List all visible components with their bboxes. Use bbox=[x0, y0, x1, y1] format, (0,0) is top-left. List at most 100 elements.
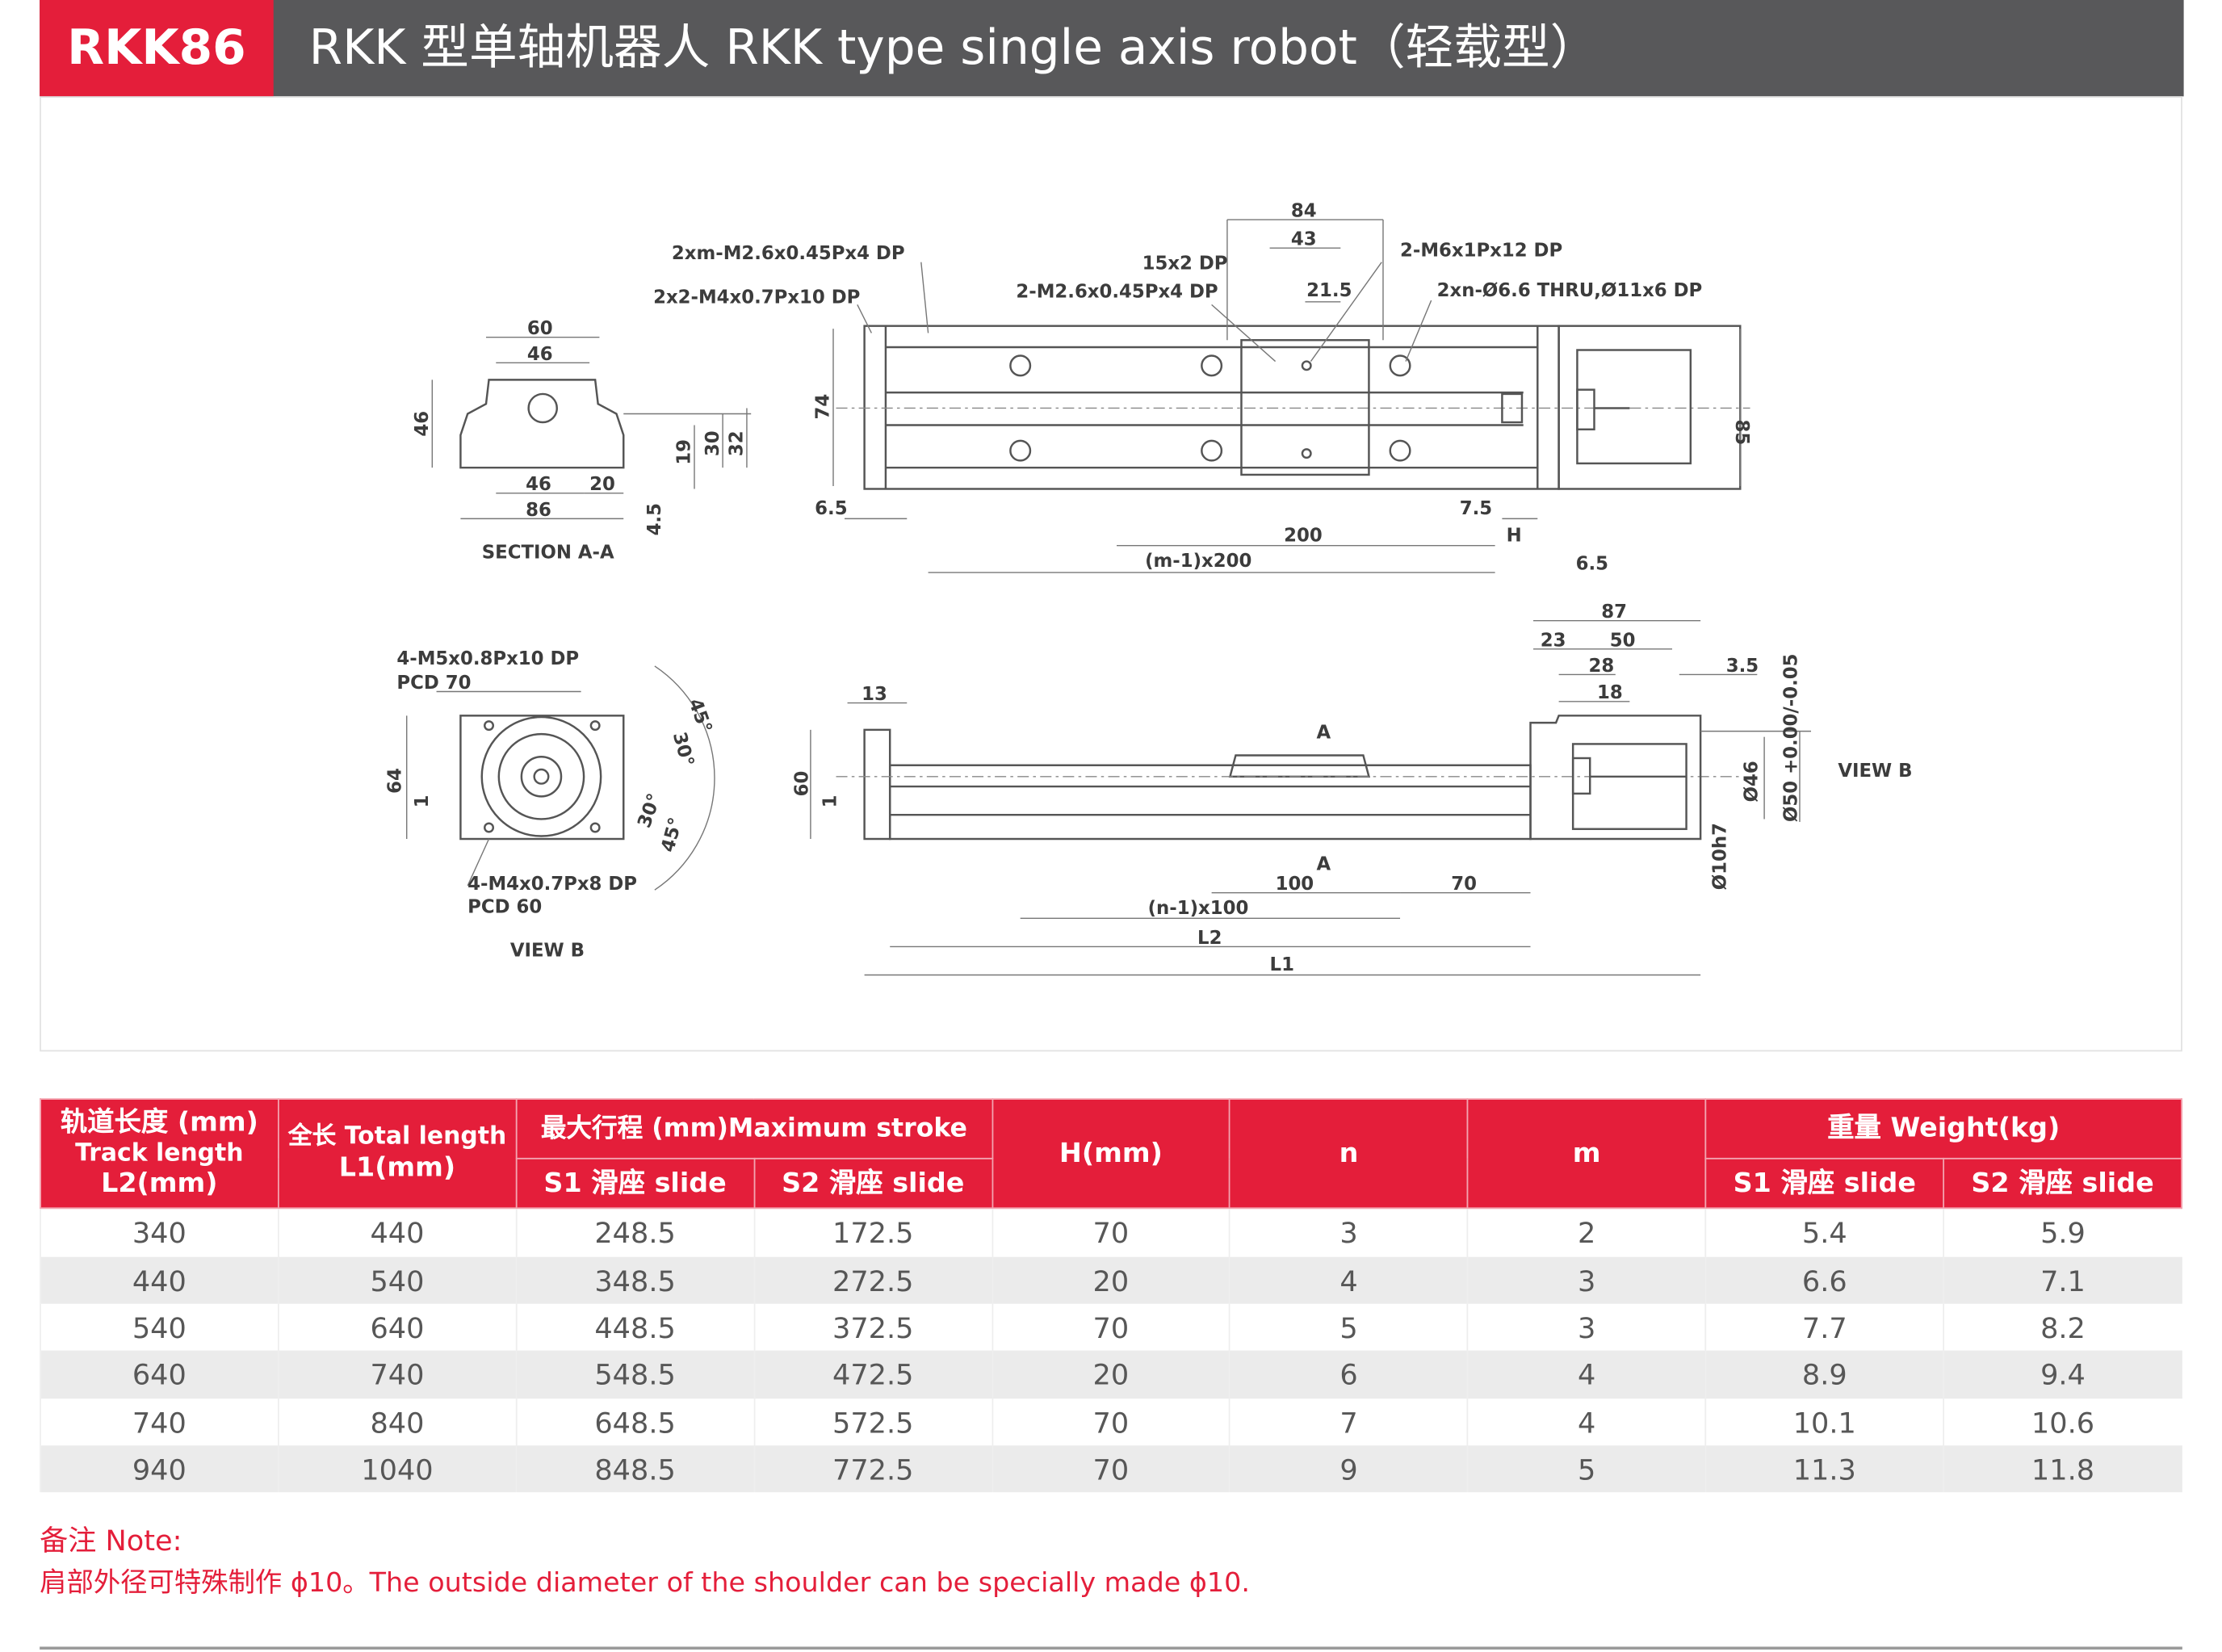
dimension-label: 3.5 bbox=[1726, 656, 1759, 677]
dimension-label: Ø50 +0.00/-0.05 bbox=[1780, 654, 1801, 822]
table-cell: 6 bbox=[1229, 1350, 1468, 1399]
callout-label: PCD 70 bbox=[396, 673, 471, 694]
table-cell: 540 bbox=[277, 1256, 517, 1304]
table-cell: 640 bbox=[40, 1350, 279, 1399]
section-marker: A bbox=[1316, 854, 1331, 875]
divider bbox=[40, 1646, 2182, 1650]
table-row: 340 440 248.5 172.5 70 3 2 5.4 5.9 bbox=[40, 1208, 2182, 1257]
top-view: 2xm-M2.6x0.45Px4 DP 2x2-M4x0.7Px10 DP 15… bbox=[653, 201, 1752, 575]
header-track-length: 轨道长度 (mm) Track length L2(mm) bbox=[40, 1098, 279, 1210]
view-caption: VIEW B bbox=[510, 941, 585, 962]
table-cell: 3 bbox=[1466, 1303, 1706, 1351]
dimension-label: 6.5 bbox=[815, 498, 847, 519]
table-cell: 440 bbox=[277, 1208, 517, 1257]
header-text: L1(mm) bbox=[338, 1151, 456, 1184]
table-row: 940 1040 848.5 772.5 70 9 5 11.3 11.8 bbox=[40, 1445, 2182, 1493]
dimension-label: 1 bbox=[412, 795, 433, 808]
title-bar: RKK86 RKK 型单轴机器人 RKK type single axis ro… bbox=[40, 0, 2184, 97]
table-cell: 348.5 bbox=[515, 1256, 754, 1304]
table-cell: 6.6 bbox=[1704, 1256, 1944, 1304]
table-cell: 540 bbox=[40, 1303, 279, 1351]
table-cell: 8.2 bbox=[1943, 1303, 2182, 1351]
header-text: 全长 Total length bbox=[287, 1122, 507, 1151]
table-cell: 20 bbox=[991, 1256, 1230, 1304]
header-text: Track length bbox=[75, 1138, 244, 1168]
dimension-label: 43 bbox=[1291, 229, 1317, 250]
table-cell: 940 bbox=[40, 1445, 279, 1493]
dimension-label: H bbox=[1507, 525, 1522, 546]
dimension-label: 30 bbox=[702, 430, 723, 456]
table-cell: 10.1 bbox=[1704, 1398, 1944, 1446]
table-cell: 340 bbox=[40, 1208, 279, 1257]
callout-label: 2-M2.6x0.45Px4 DP bbox=[1016, 282, 1218, 303]
dimension-label: 46 bbox=[527, 344, 553, 365]
dimension-label: 1 bbox=[820, 795, 841, 808]
dimension-label: 6.5 bbox=[1576, 554, 1608, 575]
header-text: 轨道长度 (mm) bbox=[60, 1106, 258, 1138]
table-cell: 440 bbox=[40, 1256, 279, 1304]
header-max-stroke: 最大行程 (mm)Maximum stroke bbox=[515, 1098, 993, 1159]
table-cell: 640 bbox=[277, 1303, 517, 1351]
table-cell: 7.1 bbox=[1943, 1256, 2182, 1304]
dimension-label: 200 bbox=[1284, 525, 1323, 546]
table-cell: 772.5 bbox=[753, 1445, 992, 1493]
table-cell: 548.5 bbox=[515, 1350, 754, 1399]
dimension-label: 46 bbox=[526, 474, 551, 495]
table-cell: 472.5 bbox=[753, 1350, 992, 1399]
callout-label: 2xn-Ø6.6 THRU,Ø11x6 DP bbox=[1437, 280, 1703, 301]
table-cell: 5 bbox=[1229, 1303, 1468, 1351]
page-title: RKK 型单轴机器人 RKK type single axis robot（轻载… bbox=[308, 19, 1599, 77]
table-cell: 7 bbox=[1229, 1398, 1468, 1446]
dimension-label: 7.5 bbox=[1460, 498, 1492, 519]
table-cell: 20 bbox=[991, 1350, 1230, 1399]
table-cell: 172.5 bbox=[753, 1208, 992, 1257]
table-cell: 70 bbox=[991, 1303, 1230, 1351]
table-cell: 3 bbox=[1229, 1208, 1468, 1257]
dimension-label: 46 bbox=[412, 411, 433, 437]
dimension-label: 20 bbox=[589, 474, 615, 495]
table-cell: 11.3 bbox=[1704, 1445, 1944, 1493]
header-stroke-s1: S1 滑座 slide bbox=[515, 1157, 755, 1210]
table-cell: 10.6 bbox=[1943, 1398, 2182, 1446]
header-weight: 重量 Weight(kg) bbox=[1704, 1098, 2182, 1159]
view-b: 4-M5x0.8Px10 DP PCD 70 64 1 45° 30° 30° … bbox=[385, 648, 716, 962]
table-cell: 7.7 bbox=[1704, 1303, 1944, 1351]
table-row: 640 740 548.5 472.5 20 6 4 8.9 9.4 bbox=[40, 1350, 2182, 1399]
table-cell: 4 bbox=[1229, 1256, 1468, 1304]
spec-table: 轨道长度 (mm) Track length L2(mm) 全长 Total l… bbox=[40, 1098, 2182, 1493]
table-cell: 9 bbox=[1229, 1445, 1468, 1493]
callout-label: 4-M5x0.8Px10 DP bbox=[396, 648, 579, 669]
dimension-label: 64 bbox=[385, 768, 406, 794]
view-caption: VIEW B bbox=[1838, 761, 1912, 782]
header-text: L2(mm) bbox=[101, 1168, 218, 1200]
dimension-label: 4.5 bbox=[644, 503, 665, 535]
dimension-label: 87 bbox=[1601, 602, 1627, 623]
dimension-label: 60 bbox=[527, 318, 553, 339]
table-cell: 248.5 bbox=[515, 1208, 754, 1257]
table-row: 540 640 448.5 372.5 70 5 3 7.7 8.2 bbox=[40, 1303, 2182, 1351]
header-total-length: 全长 Total length L1(mm) bbox=[277, 1098, 518, 1210]
dimension-label: (m-1)x200 bbox=[1145, 551, 1251, 572]
dimension-label: L1 bbox=[1270, 954, 1294, 975]
dimension-label: 23 bbox=[1541, 630, 1566, 651]
dimension-label: Ø10h7 bbox=[1710, 823, 1731, 890]
dimension-label: 100 bbox=[1276, 874, 1314, 895]
angle-label: 45° bbox=[657, 816, 686, 854]
dimension-label: 70 bbox=[1451, 874, 1477, 895]
dimension-label: 74 bbox=[813, 394, 834, 420]
note-heading: 备注 Note: bbox=[40, 1523, 182, 1558]
angle-label: 30° bbox=[669, 730, 698, 769]
table-cell: 70 bbox=[991, 1445, 1230, 1493]
table-cell: 372.5 bbox=[753, 1303, 992, 1351]
table-cell: 5.9 bbox=[1943, 1208, 2182, 1257]
drawing-panel bbox=[40, 96, 2182, 1052]
header-m: m bbox=[1466, 1098, 1707, 1210]
header-stroke-s2: S2 滑座 slide bbox=[753, 1157, 993, 1210]
section-marker: A bbox=[1316, 722, 1331, 743]
table-cell: 740 bbox=[277, 1350, 517, 1399]
callout-label: 2xm-M2.6x0.45Px4 DP bbox=[672, 243, 905, 264]
table-cell: 11.8 bbox=[1943, 1445, 2182, 1493]
table-cell: 648.5 bbox=[515, 1398, 754, 1446]
table-cell: 3 bbox=[1466, 1256, 1706, 1304]
